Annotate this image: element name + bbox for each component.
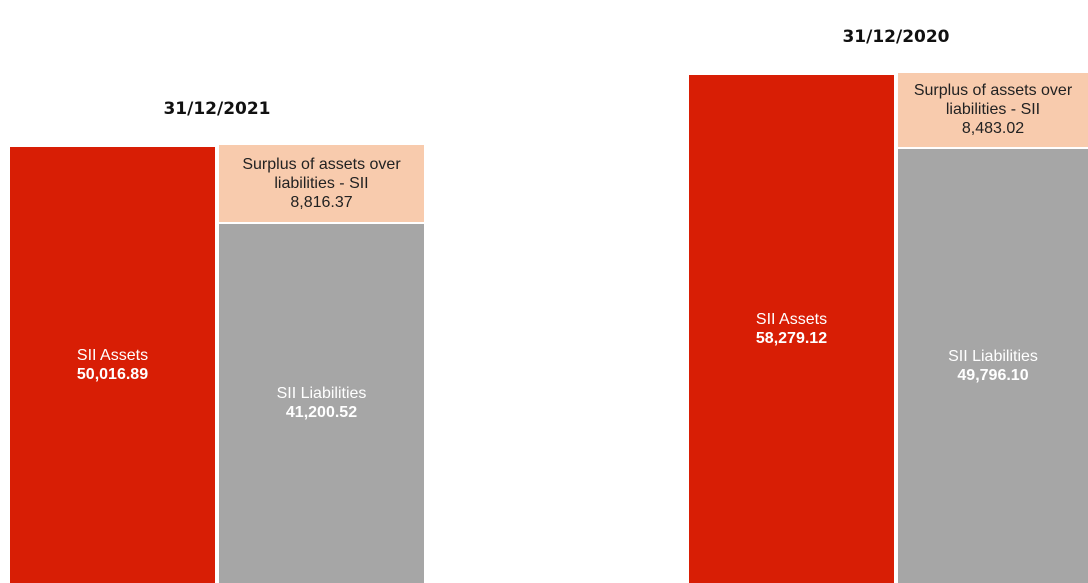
segment-value: 8,483.02	[961, 120, 1025, 138]
segment-name: SII Assets	[755, 310, 828, 328]
segment: Surplus of assets over liabilities - SII…	[219, 144, 424, 222]
segment-name: SII Liabilities	[948, 347, 1038, 365]
segment-value: 50,016.89	[76, 365, 149, 383]
segment-name: Surplus of assets over liabilities - SII	[242, 155, 401, 192]
chart-title: 31/12/2020	[842, 26, 950, 47]
chart-title: 31/12/2021	[163, 98, 271, 119]
segment-value: 49,796.10	[957, 366, 1029, 384]
segment: Surplus of assets over liabilities - SII…	[898, 72, 1088, 147]
segment-name: Surplus of assets over liabilities - SII	[913, 82, 1073, 119]
segment-name: SII Assets	[76, 346, 149, 364]
segment-value: 41,200.52	[285, 404, 358, 422]
segment-name: SII Liabilities	[276, 385, 367, 403]
segment-value: 58,279.12	[755, 329, 828, 347]
segment: SII Assets 58,279.12	[689, 74, 894, 583]
segment: SII Liabilities 41,200.52	[219, 223, 424, 583]
segment: SII Assets 50,016.89	[10, 146, 215, 583]
segment: SII Liabilities 49,796.10	[898, 148, 1088, 583]
segment-value: 8,816.37	[290, 193, 353, 211]
